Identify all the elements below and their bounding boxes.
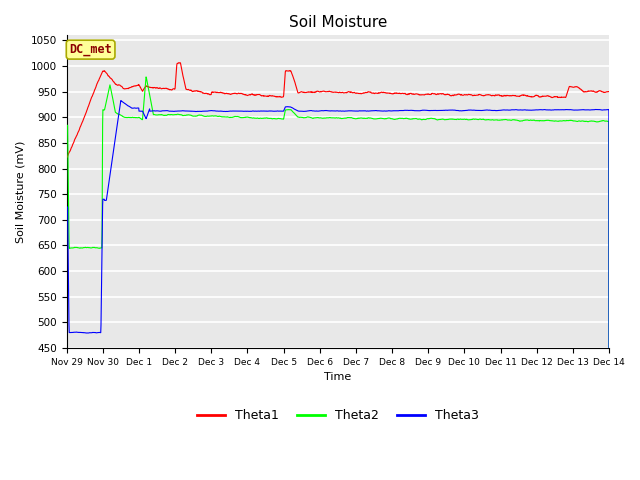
Title: Soil Moisture: Soil Moisture	[289, 15, 387, 30]
Legend: Theta1, Theta2, Theta3: Theta1, Theta2, Theta3	[192, 404, 484, 427]
X-axis label: Time: Time	[324, 372, 351, 382]
Text: DC_met: DC_met	[69, 43, 112, 56]
Y-axis label: Soil Moisture (mV): Soil Moisture (mV)	[15, 140, 25, 243]
